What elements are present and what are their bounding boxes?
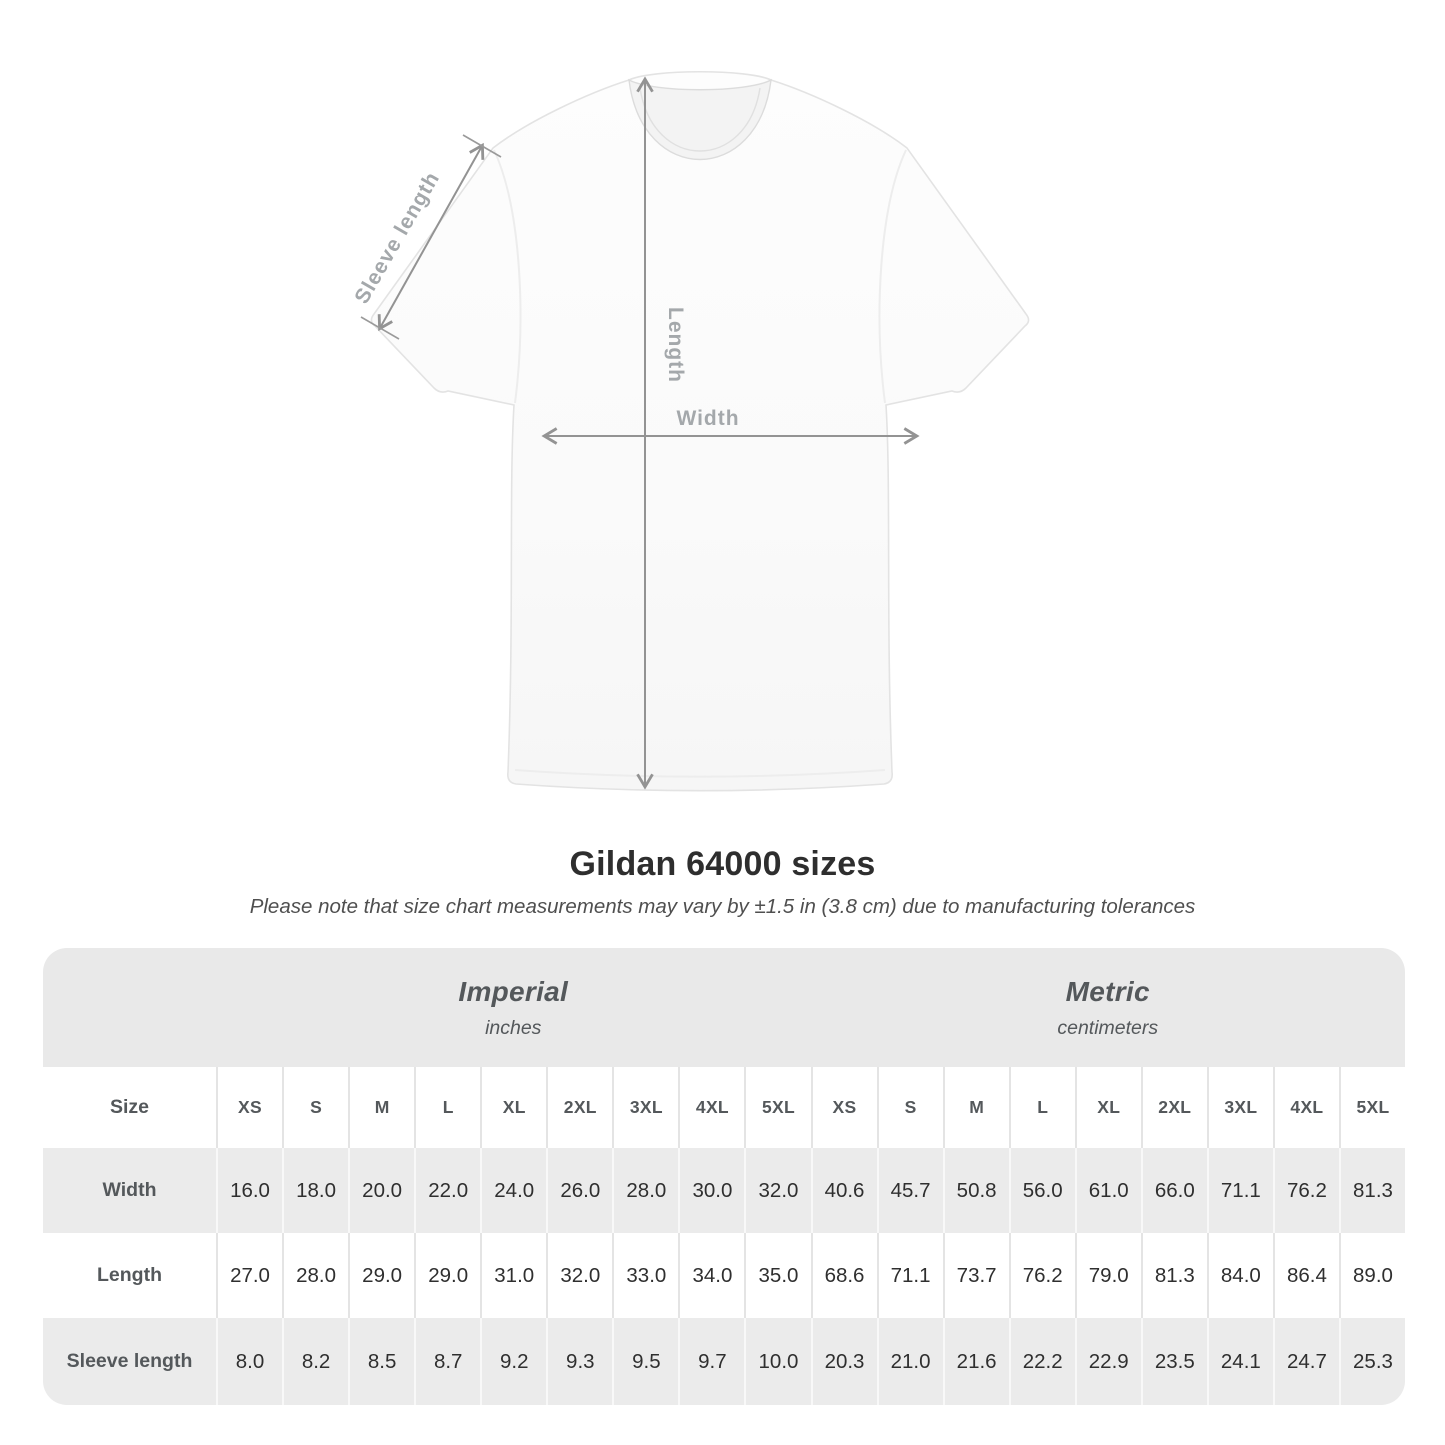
imperial-value-cell: 29.0: [348, 1233, 414, 1318]
size-corner-header: Size: [109, 1096, 150, 1118]
metric-value-cell: 79.0: [1074, 1233, 1141, 1318]
metric-value-cell: 25.3: [1338, 1318, 1405, 1405]
imperial-group-unit: inches: [485, 1016, 542, 1039]
metric-value-cell: 21.6: [942, 1318, 1009, 1405]
metric-value-cell: 76.2: [1272, 1148, 1339, 1233]
imperial-value-cell: 8.5: [348, 1318, 414, 1405]
imperial-value-cell: 8.0: [216, 1318, 282, 1405]
tshirt-illustration: Sleeve length Length Width: [350, 70, 1030, 792]
metric-value-cell: 24.1: [1206, 1318, 1273, 1405]
imperial-value-cell: 16.0: [216, 1148, 282, 1233]
sleeve-length-arrow: [360, 134, 502, 340]
size-column-header-imperial-xl: XL: [480, 1067, 546, 1148]
tshirt-shape: [370, 70, 1030, 792]
imperial-value-cell: 9.5: [612, 1318, 678, 1405]
row-label: Width: [102, 1179, 157, 1201]
imperial-group-title: Imperial: [458, 975, 569, 1007]
size-column-header-metric-xl: XL: [1074, 1067, 1141, 1148]
metric-value-cell: 23.5: [1140, 1318, 1207, 1405]
imperial-value-cell: 8.2: [282, 1318, 348, 1405]
size-column-header-metric-5xl: 5XL: [1338, 1067, 1405, 1148]
size-column-header-imperial-5xl: 5XL: [744, 1067, 810, 1148]
imperial-value-cell: 9.7: [678, 1318, 744, 1405]
size-column-header-metric-s: S: [876, 1067, 943, 1148]
tolerance-note: Please note that size chart measurements…: [249, 895, 1196, 918]
size-column-header-imperial-xs: XS: [216, 1067, 282, 1148]
metric-value-cell: 84.0: [1206, 1233, 1273, 1318]
imperial-value-cell: 31.0: [480, 1233, 546, 1318]
imperial-value-cell: 29.0: [414, 1233, 480, 1318]
size-header-row: Size XS S M L XL 2XL 3XL 4XL 5XL XS S M L XL 2XL 3XL 4XL 5…: [43, 1067, 1405, 1148]
imperial-value-cell: 9.2: [480, 1318, 546, 1405]
imperial-value-cell: 22.0: [414, 1148, 480, 1233]
size-column-header-metric-l: L: [1008, 1067, 1075, 1148]
size-column-header-imperial-l: L: [414, 1067, 480, 1148]
table-row-length: Length 27.0 28.0 29.0 29.0 31.0 32.0 33.0 34.0 35…: [43, 1233, 1405, 1318]
size-column-header-metric-4xl: 4XL: [1272, 1067, 1339, 1148]
imperial-value-cell: 28.0: [282, 1233, 348, 1318]
row-label: Length: [97, 1264, 162, 1286]
metric-value-cell: 22.9: [1074, 1318, 1141, 1405]
row-label: Sleeve length: [66, 1350, 193, 1372]
size-column-header-metric-m: M: [942, 1067, 1009, 1148]
metric-value-cell: 81.3: [1338, 1148, 1405, 1233]
size-column-header-metric-3xl: 3XL: [1206, 1067, 1273, 1148]
imperial-value-cell: 26.0: [546, 1148, 612, 1233]
metric-value-cell: 71.1: [876, 1233, 943, 1318]
imperial-value-cell: 27.0: [216, 1233, 282, 1318]
size-column-header-imperial-s: S: [282, 1067, 348, 1148]
imperial-value-cell: 20.0: [348, 1148, 414, 1233]
metric-value-cell: 61.0: [1074, 1148, 1141, 1233]
page-title: Gildan 64000 sizes: [569, 845, 876, 883]
group-corner-spacer: [43, 948, 216, 1067]
metric-value-cell: 22.2: [1008, 1318, 1075, 1405]
metric-value-cell: 21.0: [876, 1318, 943, 1405]
metric-value-cell: 20.3: [810, 1318, 877, 1405]
imperial-value-cell: 32.0: [744, 1148, 810, 1233]
metric-value-cell: 86.4: [1272, 1233, 1339, 1318]
table-row-sleeve-length: Sleeve length 8.0 8.2 8.5 8.7 9.2 9.3 9.5 9.7 10.…: [43, 1318, 1405, 1405]
metric-value-cell: 56.0: [1008, 1148, 1075, 1233]
size-column-header-imperial-3xl: 3XL: [612, 1067, 678, 1148]
imperial-value-cell: 30.0: [678, 1148, 744, 1233]
metric-value-cell: 81.3: [1140, 1233, 1207, 1318]
metric-group-unit: centimeters: [1057, 1016, 1159, 1039]
metric-value-cell: 73.7: [942, 1233, 1009, 1318]
imperial-group-header: Imperial inches: [216, 948, 811, 1067]
imperial-value-cell: 10.0: [744, 1318, 810, 1405]
imperial-value-cell: 34.0: [678, 1233, 744, 1318]
imperial-value-cell: 33.0: [612, 1233, 678, 1318]
width-label: Width: [676, 407, 739, 430]
metric-value-cell: 50.8: [942, 1148, 1009, 1233]
imperial-value-cell: 8.7: [414, 1318, 480, 1405]
length-label: Length: [664, 307, 687, 383]
size-column-header-imperial-4xl: 4XL: [678, 1067, 744, 1148]
imperial-value-cell: 28.0: [612, 1148, 678, 1233]
metric-value-cell: 24.7: [1272, 1318, 1339, 1405]
imperial-value-cell: 18.0: [282, 1148, 348, 1233]
tshirt-diagram: Sleeve length Length Width: [330, 58, 1030, 813]
size-column-header-metric-2xl: 2XL: [1140, 1067, 1207, 1148]
metric-value-cell: 71.1: [1206, 1148, 1273, 1233]
imperial-value-cell: 32.0: [546, 1233, 612, 1318]
imperial-value-cell: 35.0: [744, 1233, 810, 1318]
metric-value-cell: 45.7: [876, 1148, 943, 1233]
metric-group-title: Metric: [1065, 975, 1150, 1007]
table-row-width: Width 16.0 18.0 20.0 22.0 24.0 26.0 28.0 30.0 32.…: [43, 1148, 1405, 1233]
metric-value-cell: 68.6: [810, 1233, 877, 1318]
metric-value-cell: 66.0: [1140, 1148, 1207, 1233]
size-column-header-metric-xs: XS: [810, 1067, 877, 1148]
size-column-header-imperial-m: M: [348, 1067, 414, 1148]
imperial-value-cell: 9.3: [546, 1318, 612, 1405]
size-chart-table: Imperial inches Metric centimeters Size X…: [43, 948, 1405, 1405]
size-column-header-imperial-2xl: 2XL: [546, 1067, 612, 1148]
unit-group-row: Imperial inches Metric centimeters: [43, 948, 1405, 1067]
metric-value-cell: 40.6: [810, 1148, 877, 1233]
metric-group-header: Metric centimeters: [811, 948, 1406, 1067]
metric-value-cell: 76.2: [1008, 1233, 1075, 1318]
metric-value-cell: 89.0: [1338, 1233, 1405, 1318]
imperial-value-cell: 24.0: [480, 1148, 546, 1233]
